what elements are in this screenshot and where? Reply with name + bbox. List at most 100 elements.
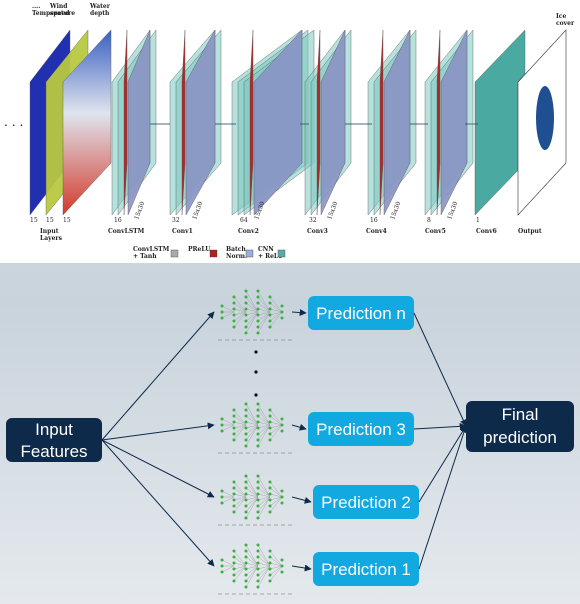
net-edge: [233, 409, 247, 426]
net-edge: [233, 296, 247, 313]
net-node: [268, 319, 272, 323]
legend-swatch: [277, 249, 286, 258]
net-node: [280, 429, 284, 433]
net-node: [220, 304, 224, 308]
prediction-text: Prediction 3: [316, 420, 406, 439]
net-node: [232, 510, 236, 514]
net-node: [232, 319, 236, 323]
net-edge: [269, 296, 283, 313]
net-edge: [257, 565, 271, 582]
net-node: [244, 480, 248, 484]
net-node: [244, 561, 248, 565]
net-node: [256, 498, 260, 502]
neural-net-icon: [218, 474, 292, 526]
channel-count: 15: [63, 217, 71, 224]
net-edge: [221, 490, 235, 498]
net-node: [244, 504, 248, 508]
net-edge: [257, 496, 271, 513]
net-node: [232, 295, 236, 299]
net-edge: [233, 496, 247, 507]
net-edge: [257, 562, 271, 567]
net-edge: [257, 487, 271, 498]
net-edge: [233, 496, 247, 501]
net-node: [244, 573, 248, 577]
net-node: [232, 307, 236, 311]
net-node: [268, 492, 272, 496]
net-node: [268, 438, 272, 442]
net-node: [244, 555, 248, 559]
net-node: [268, 579, 272, 583]
net-edge: [257, 496, 271, 519]
legend-label: Norm.: [226, 253, 247, 260]
net-node: [280, 558, 284, 562]
net-node: [244, 585, 248, 589]
net-node: [220, 501, 224, 505]
net-edge: [245, 308, 259, 313]
input-box: [6, 418, 102, 462]
edge: [101, 439, 215, 498]
net-edge: [257, 550, 271, 567]
net-edge: [245, 296, 259, 313]
net-node: [256, 444, 260, 448]
net-edge: [257, 403, 271, 426]
input-label: depth: [90, 10, 110, 17]
net-node: [232, 313, 236, 317]
net-edge: [269, 496, 283, 507]
net-edge: [269, 493, 283, 498]
net-node: [232, 567, 236, 571]
ellipsis: . . .: [4, 113, 23, 129]
net-node: [256, 549, 260, 553]
net-node: [268, 313, 272, 317]
net-edge: [233, 481, 247, 498]
net-edge: [269, 311, 283, 328]
prediction-text: Prediction n: [316, 304, 406, 323]
net-edge: [221, 311, 235, 319]
net-edge: [233, 424, 247, 435]
net-node: [256, 555, 260, 559]
net-edge: [245, 481, 259, 498]
net-edge: [269, 562, 283, 567]
net-node: [256, 301, 260, 305]
net-node: [268, 567, 272, 571]
layer-name: Conv1: [172, 228, 193, 235]
net-node: [256, 486, 260, 490]
net-node: [256, 295, 260, 299]
net-edge: [269, 565, 283, 576]
net-edge: [245, 556, 259, 567]
net-node: [280, 417, 284, 421]
net-node: [268, 498, 272, 502]
net-node: [256, 504, 260, 508]
channel-count: 15: [30, 217, 38, 224]
channel-count: 32: [309, 217, 317, 224]
net-node: [268, 408, 272, 412]
net-node: [256, 414, 260, 418]
prediction-box: [313, 552, 419, 586]
net-edge: [245, 290, 259, 313]
net-edge: [257, 311, 271, 334]
net-node: [280, 501, 284, 505]
net-edge: [257, 415, 271, 426]
net-node: [244, 474, 248, 478]
net-edge: [221, 424, 235, 432]
edge: [291, 423, 307, 431]
net-edge: [245, 496, 259, 513]
net-edge: [233, 556, 247, 567]
net-edge: [257, 424, 271, 441]
legend-swatch: [209, 249, 218, 258]
net-node: [232, 301, 236, 305]
layer-name: Conv6: [476, 228, 497, 235]
layer-slab: [320, 29, 346, 216]
net-edge: [257, 311, 271, 322]
legend-swatch: [245, 249, 254, 258]
net-node: [244, 486, 248, 490]
net-edge: [233, 424, 247, 441]
net-node: [256, 402, 260, 406]
net-node: [232, 555, 236, 559]
net-edge: [245, 311, 259, 322]
net-node: [232, 549, 236, 553]
net-edge: [245, 311, 259, 334]
prediction-box: [308, 296, 414, 330]
net-node: [256, 579, 260, 583]
layer-slab: [316, 29, 321, 216]
layer-name: Input: [40, 228, 59, 235]
